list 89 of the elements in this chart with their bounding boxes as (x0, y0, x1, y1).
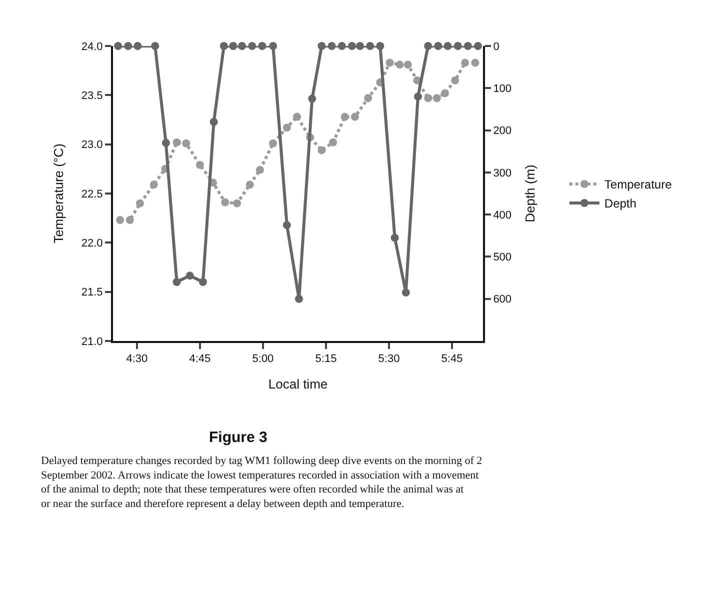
y2-tick-label: 100 (493, 82, 512, 95)
y2-tick-label: 200 (493, 125, 512, 138)
point (172, 278, 181, 286)
y-tick-label: 24.0 (81, 40, 103, 53)
point (151, 42, 160, 50)
point (451, 76, 460, 84)
point (424, 42, 432, 50)
y-tick-label: 22.0 (81, 238, 103, 250)
point (318, 146, 326, 154)
point (136, 199, 144, 208)
point (124, 42, 132, 50)
point (350, 112, 359, 121)
point (186, 272, 194, 280)
y-tick-label: 21.0 (81, 336, 103, 348)
point (210, 118, 218, 126)
y2-tick-label: 300 (493, 167, 512, 180)
point (182, 139, 190, 148)
y2-tick-label: 0 (493, 40, 500, 53)
point (172, 138, 181, 146)
point (269, 42, 278, 50)
point (150, 180, 158, 189)
point (348, 42, 356, 50)
point (318, 42, 326, 50)
point (256, 166, 264, 174)
point (474, 42, 482, 50)
x-tick-label: 4:30 (126, 353, 148, 366)
point (434, 42, 442, 50)
point (454, 42, 462, 50)
point (440, 89, 449, 98)
y-tick-label: 23.0 (81, 139, 103, 152)
y2-tick-label: 500 (493, 252, 512, 264)
point (269, 139, 278, 148)
y2-tick-label: 400 (493, 209, 512, 222)
legend-label: Temperature (604, 178, 672, 192)
point (282, 221, 291, 230)
point (386, 58, 394, 67)
x-tick-label: 5:30 (378, 353, 400, 366)
point (196, 160, 204, 169)
point (238, 42, 246, 50)
y-axis-title: Temperature (°C) (50, 144, 66, 244)
point (340, 112, 349, 121)
point (162, 138, 170, 147)
point (198, 278, 207, 286)
y-tick-label: 23.5 (81, 90, 103, 102)
legend-label: Depth (604, 196, 636, 211)
text: Delayed temperature changes recorded by tag WM1 following deep dive events on the morning of 2 September 2002. Arrows indicate the lowest temperatures recorded in association with a movement of the animal to depth; note that these temperatures were often recorded while the animal was at or near the surface and therefore represent a delay between depth and temperature. (41, 455, 482, 510)
point (366, 42, 374, 50)
point (258, 42, 266, 50)
x-tick-label: 5:15 (315, 353, 337, 366)
caption: Figure 3 (209, 429, 268, 446)
point (390, 234, 399, 242)
point (246, 180, 254, 189)
point (308, 94, 316, 103)
y2-tick-label: 600 (493, 294, 512, 306)
point (444, 42, 452, 50)
y-tick-label: 21.5 (81, 286, 103, 299)
point (471, 58, 480, 67)
point (376, 42, 384, 50)
point (221, 198, 230, 206)
x-tick-label: 5:45 (441, 353, 463, 366)
point (328, 42, 336, 50)
point (414, 92, 422, 101)
point (134, 42, 142, 50)
point (248, 42, 256, 50)
point (116, 216, 124, 224)
y-tick-label: 22.5 (81, 188, 103, 200)
point (364, 94, 372, 102)
point (404, 60, 412, 69)
x-tick-label: 5:00 (252, 353, 274, 366)
point (295, 294, 304, 303)
x-tick-label: 4:45 (189, 353, 211, 366)
point (233, 199, 242, 208)
point (338, 42, 346, 50)
point (229, 42, 238, 50)
point (329, 138, 338, 146)
point (432, 94, 441, 102)
point (424, 94, 432, 102)
y2-axis-title: Depth (m) (522, 164, 538, 222)
point (220, 42, 228, 50)
point (292, 112, 301, 121)
point (461, 58, 470, 67)
point (114, 42, 122, 50)
point (402, 288, 410, 297)
x-axis-title: Local time (268, 376, 328, 392)
point (126, 216, 134, 224)
point (464, 42, 472, 50)
point (396, 60, 404, 69)
point (282, 124, 291, 132)
point (356, 42, 364, 50)
